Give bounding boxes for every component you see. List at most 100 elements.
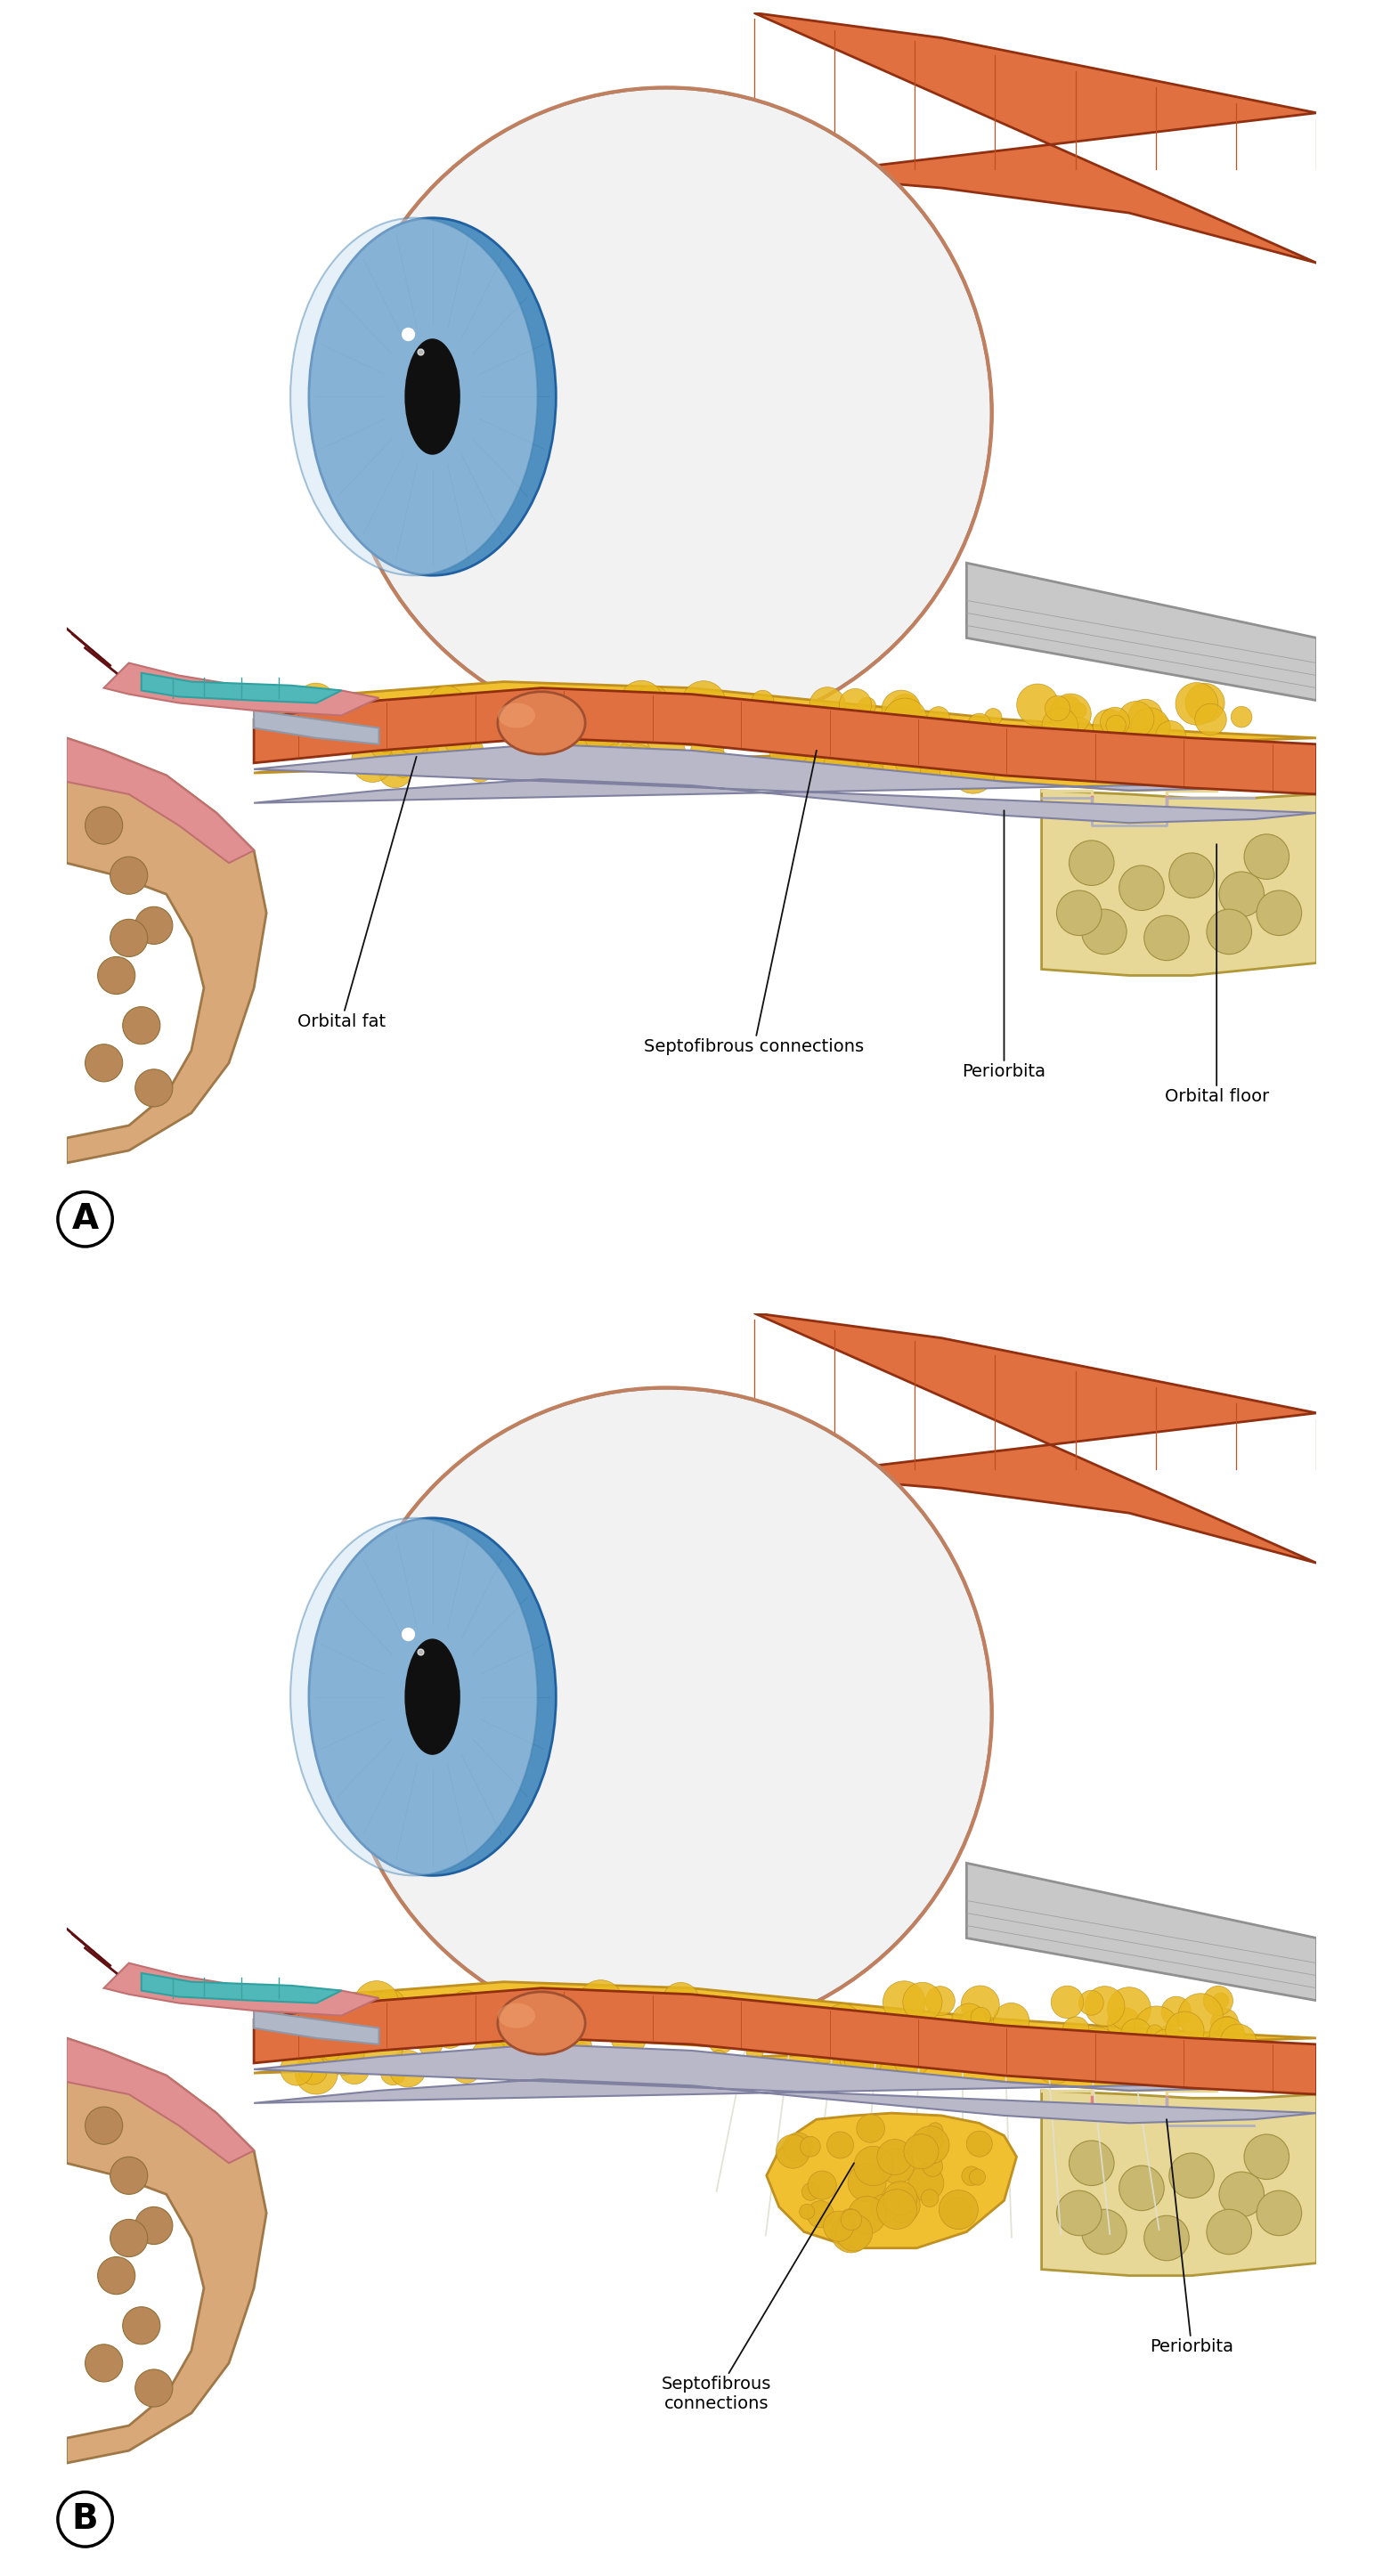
Circle shape	[692, 2014, 715, 2038]
Circle shape	[455, 693, 487, 724]
Circle shape	[779, 721, 795, 739]
Circle shape	[513, 688, 539, 716]
Circle shape	[315, 2032, 353, 2069]
Polygon shape	[104, 1963, 379, 2014]
Circle shape	[1120, 2020, 1152, 2050]
Circle shape	[1046, 696, 1070, 721]
Polygon shape	[141, 1973, 342, 2004]
Circle shape	[817, 703, 846, 732]
Circle shape	[1057, 2190, 1102, 2236]
Circle shape	[560, 2040, 595, 2076]
Ellipse shape	[290, 1517, 538, 1875]
Text: Septofibrous
connections: Septofibrous connections	[661, 2164, 855, 2411]
Circle shape	[942, 2197, 972, 2228]
Circle shape	[928, 706, 950, 729]
Text: Septofibrous connections: Septofibrous connections	[644, 750, 864, 1056]
Circle shape	[1057, 696, 1082, 721]
Circle shape	[427, 685, 466, 726]
Circle shape	[668, 2007, 686, 2025]
Circle shape	[496, 711, 519, 732]
Circle shape	[1147, 2056, 1180, 2089]
Polygon shape	[754, 1314, 1317, 1564]
Circle shape	[1152, 2030, 1180, 2058]
Circle shape	[502, 2030, 544, 2069]
Circle shape	[324, 2038, 349, 2063]
Circle shape	[857, 752, 878, 770]
Circle shape	[636, 750, 669, 783]
Polygon shape	[1041, 2092, 1317, 2275]
Circle shape	[882, 739, 900, 757]
Circle shape	[86, 806, 123, 845]
Circle shape	[1206, 909, 1252, 953]
Circle shape	[314, 701, 340, 726]
Circle shape	[802, 706, 837, 739]
Circle shape	[1101, 739, 1120, 760]
Circle shape	[351, 739, 393, 783]
Circle shape	[557, 1991, 595, 2027]
Circle shape	[809, 688, 845, 724]
Circle shape	[801, 2136, 820, 2156]
Circle shape	[564, 2032, 592, 2061]
Text: B: B	[72, 2501, 98, 2537]
Circle shape	[809, 2032, 839, 2063]
Polygon shape	[254, 2045, 1317, 2123]
Circle shape	[282, 2020, 311, 2048]
Circle shape	[766, 2020, 788, 2043]
Circle shape	[716, 1996, 741, 2022]
Circle shape	[839, 2038, 878, 2076]
Circle shape	[1162, 1996, 1191, 2027]
Circle shape	[867, 752, 885, 770]
Circle shape	[967, 2130, 993, 2156]
Circle shape	[978, 2025, 1018, 2063]
Circle shape	[1084, 1986, 1124, 2027]
Ellipse shape	[342, 88, 992, 737]
Circle shape	[492, 2032, 516, 2056]
Circle shape	[859, 698, 875, 716]
Circle shape	[921, 2190, 939, 2208]
Circle shape	[281, 2053, 313, 2087]
Circle shape	[949, 2038, 968, 2058]
Circle shape	[870, 2050, 900, 2081]
Circle shape	[1051, 1986, 1083, 2020]
Polygon shape	[766, 2112, 1017, 2249]
Circle shape	[393, 2020, 412, 2038]
Circle shape	[1041, 708, 1077, 744]
Circle shape	[922, 2156, 943, 2177]
Circle shape	[281, 2009, 319, 2048]
Circle shape	[1144, 2040, 1166, 2063]
Circle shape	[925, 1986, 954, 2014]
Circle shape	[932, 2040, 961, 2069]
Circle shape	[1245, 835, 1289, 878]
Circle shape	[646, 734, 686, 773]
Circle shape	[751, 690, 773, 714]
Circle shape	[763, 757, 787, 781]
Circle shape	[549, 755, 582, 786]
Circle shape	[626, 750, 669, 793]
Circle shape	[544, 2035, 561, 2053]
Circle shape	[1086, 739, 1106, 760]
Circle shape	[86, 1043, 123, 1082]
Circle shape	[389, 2050, 426, 2087]
Circle shape	[1017, 683, 1058, 726]
Circle shape	[499, 755, 524, 778]
Circle shape	[985, 708, 1001, 726]
Circle shape	[787, 734, 802, 750]
Circle shape	[1072, 2032, 1102, 2063]
Circle shape	[1166, 2012, 1205, 2050]
Circle shape	[1178, 1994, 1223, 2038]
Circle shape	[824, 2004, 862, 2040]
Circle shape	[1069, 2141, 1115, 2184]
Polygon shape	[254, 1989, 1317, 2094]
Circle shape	[1108, 1986, 1151, 2030]
Circle shape	[567, 747, 603, 783]
Circle shape	[882, 1981, 925, 2022]
Circle shape	[733, 2022, 751, 2043]
Circle shape	[412, 739, 438, 765]
Circle shape	[882, 698, 927, 742]
Circle shape	[111, 2156, 148, 2195]
Circle shape	[1072, 703, 1087, 719]
Polygon shape	[967, 564, 1317, 701]
Polygon shape	[754, 13, 1317, 263]
Circle shape	[662, 1984, 700, 2020]
Circle shape	[839, 2208, 862, 2231]
